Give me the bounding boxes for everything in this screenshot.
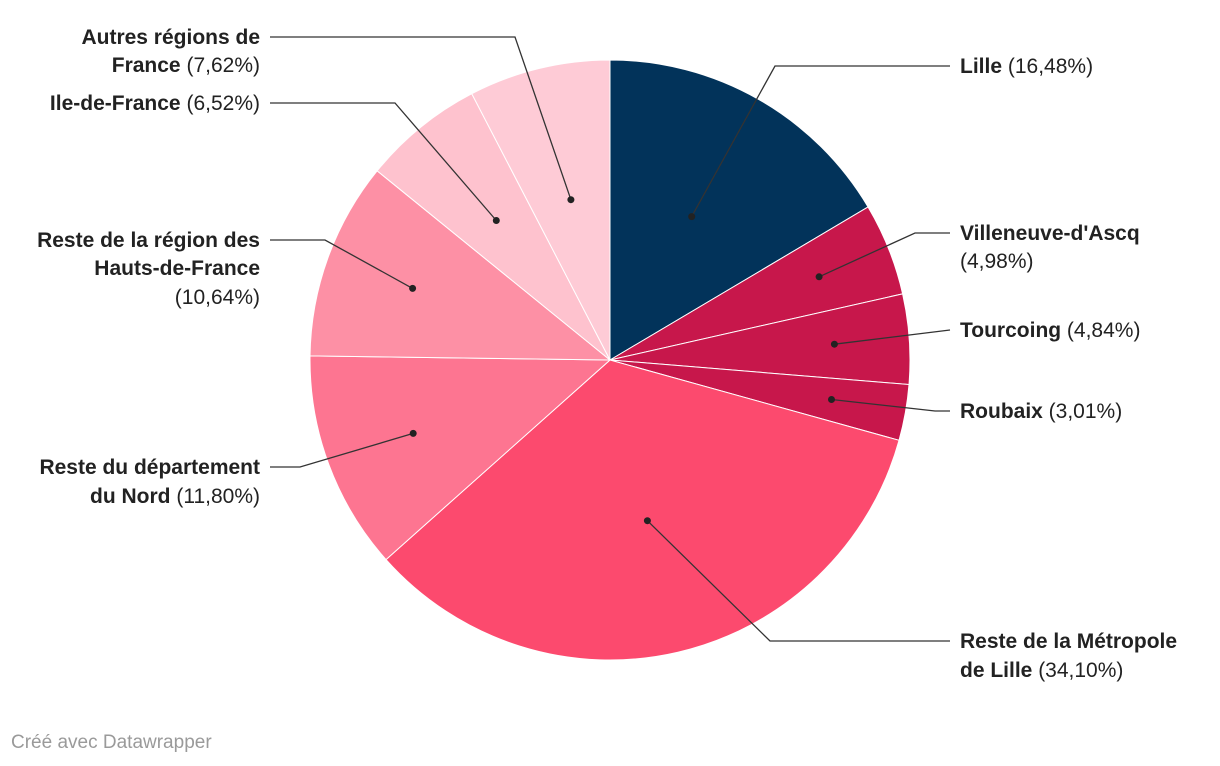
leader-dot-reste-du-departement-du-nord — [409, 429, 417, 437]
leader-dot-villeneuve-d-ascq — [815, 273, 823, 281]
label-autres-regions-de-france: Autres régions de France (7,62%) — [81, 26, 260, 77]
leader-line-autres-regions-de-france — [270, 36, 572, 200]
pie-slices — [309, 59, 911, 661]
leader-dot-roubaix — [828, 396, 835, 403]
label-tourcoing: Tourcoing (4,84%) — [960, 319, 1140, 342]
leader-line-lille — [691, 65, 950, 217]
leader-line-roubaix — [831, 398, 950, 412]
leader-dot-reste-de-la-region-des-hauts-de-france — [409, 284, 417, 292]
label-roubaix: Roubaix (3,01%) — [960, 400, 1122, 423]
leader-line-ile-de-france — [270, 102, 497, 221]
slice-labels: Lille (16,48%) Villeneuve-d'Ascq (4,98%) To… — [37, 26, 1177, 682]
leader-dot-reste-de-la-metropole-de-lille — [643, 517, 651, 525]
footer-credit: Créé avec Datawrapper — [11, 732, 212, 753]
leader-dot-ile-de-france — [492, 217, 500, 224]
leader-line-reste-de-la-metropole-de-lille — [646, 520, 950, 642]
leader-dot-lille — [688, 213, 696, 221]
label-reste-de-la-region-des-hauts-de-france: Reste de la région des Hauts-de-France (10… — [37, 229, 260, 309]
leader-line-villeneuve-d-ascq — [818, 232, 950, 278]
slice-reste-du-departement-du-nord — [309, 355, 612, 561]
leader-dot-autres-regions-de-france — [567, 196, 575, 204]
label-reste-du-departement-du-nord: Reste du département du Nord (11,80%) — [39, 456, 260, 508]
slice-reste-de-la-metropole-de-lille — [385, 359, 900, 661]
leader-line-reste-du-departement-du-nord — [270, 432, 414, 468]
slice-lille — [609, 59, 869, 361]
label-ile-de-france: Ile-de-France (6,52%) — [50, 92, 260, 115]
slice-reste-de-la-region-des-hauts-de-france — [309, 170, 612, 361]
label-villeneuve-d-ascq: Villeneuve-d'Ascq (4,98%) — [960, 222, 1140, 273]
leader-lines — [270, 36, 951, 642]
label-lille: Lille (16,48%) — [960, 55, 1093, 78]
leader-line-reste-de-la-region-des-hauts-de-france — [270, 239, 413, 289]
leader-dot-tourcoing — [830, 340, 838, 348]
slice-ile-de-france — [376, 93, 611, 361]
slice-autres-regions-de-france — [471, 59, 611, 361]
leader-line-tourcoing — [834, 329, 951, 345]
label-reste-de-la-metropole-de-lille: Reste de la Métropole de Lille (34,10%) — [960, 630, 1177, 682]
